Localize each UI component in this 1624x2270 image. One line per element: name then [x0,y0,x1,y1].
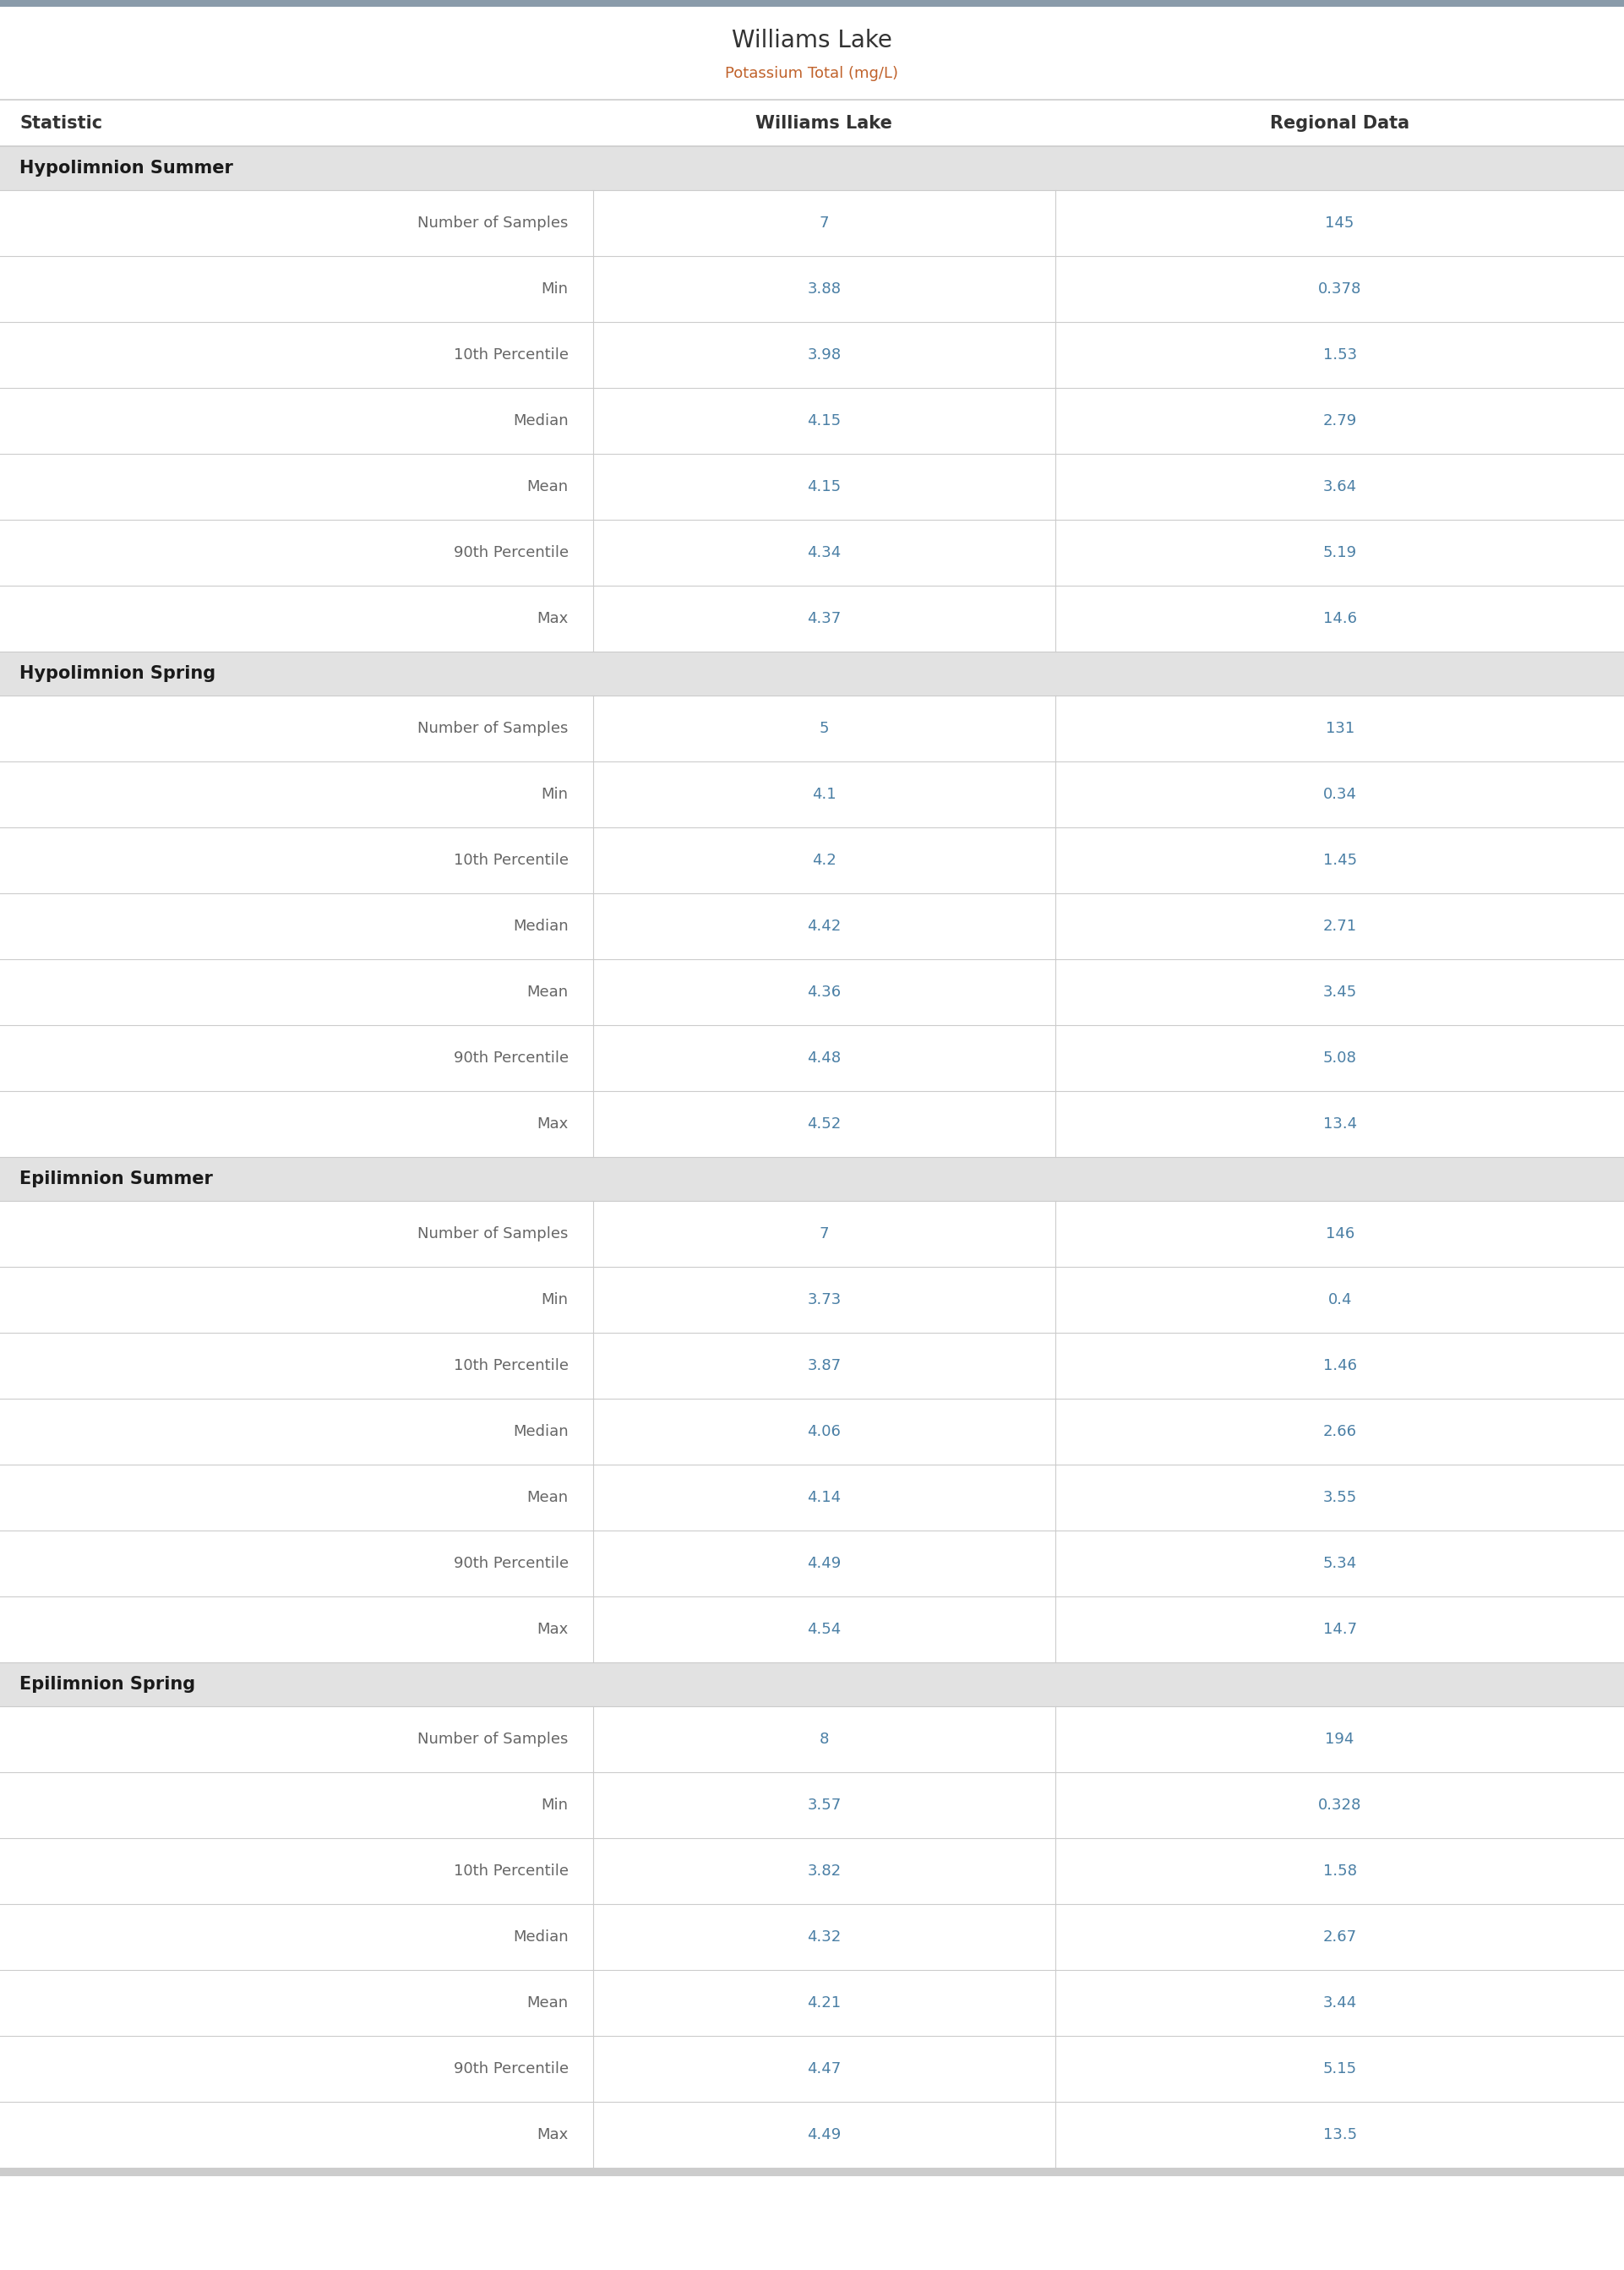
Text: 4.49: 4.49 [807,2127,841,2143]
Text: 3.82: 3.82 [807,1864,841,1880]
Text: Number of Samples: Number of Samples [417,722,568,735]
Bar [0,0,1624,7]
Text: Min: Min [541,1292,568,1308]
Text: 4.42: 4.42 [807,919,841,933]
Bar [0,2168,1624,2177]
Text: 4.14: 4.14 [807,1489,841,1505]
Text: 13.4: 13.4 [1324,1117,1356,1133]
Text: 1.46: 1.46 [1324,1357,1356,1373]
Text: 2.79: 2.79 [1324,413,1356,429]
Text: Median: Median [513,1423,568,1439]
Text: Min: Min [541,788,568,801]
Text: Williams Lake: Williams Lake [732,30,892,52]
Text: Median: Median [513,919,568,933]
Text: Min: Min [541,1798,568,1814]
Text: Hypolimnion Summer: Hypolimnion Summer [19,159,234,177]
Text: 4.2: 4.2 [812,854,836,867]
Text: 4.36: 4.36 [807,985,841,999]
Text: 4.15: 4.15 [807,413,841,429]
Text: 90th Percentile: 90th Percentile [453,1555,568,1571]
Text: Mean: Mean [526,1995,568,2011]
Text: 131: 131 [1325,722,1354,735]
Text: 1.45: 1.45 [1324,854,1356,867]
Bar [0,1158,1624,1201]
Text: Number of Samples: Number of Samples [417,216,568,232]
Text: 145: 145 [1325,216,1354,232]
Text: Median: Median [513,1930,568,1945]
Text: 0.328: 0.328 [1319,1798,1361,1814]
Text: 4.37: 4.37 [807,611,841,627]
Text: 10th Percentile: 10th Percentile [453,1864,568,1880]
Text: 4.15: 4.15 [807,479,841,495]
Text: 0.34: 0.34 [1324,788,1356,801]
Bar [0,145,1624,191]
Text: 10th Percentile: 10th Percentile [453,347,568,363]
Text: Number of Samples: Number of Samples [417,1732,568,1748]
Text: 4.34: 4.34 [807,545,841,561]
Bar [0,1662,1624,1707]
Text: 4.1: 4.1 [812,788,836,801]
Text: Max: Max [538,611,568,627]
Text: Mean: Mean [526,1489,568,1505]
Text: 14.7: 14.7 [1324,1621,1356,1637]
Text: 5.08: 5.08 [1324,1051,1356,1065]
Text: 4.06: 4.06 [807,1423,841,1439]
Text: 3.98: 3.98 [807,347,841,363]
Text: Epilimnion Spring: Epilimnion Spring [19,1675,195,1693]
Text: 5.19: 5.19 [1324,545,1356,561]
Bar [0,651,1624,695]
Text: Mean: Mean [526,985,568,999]
Text: 90th Percentile: 90th Percentile [453,545,568,561]
Text: 10th Percentile: 10th Percentile [453,854,568,867]
Text: 1.53: 1.53 [1324,347,1356,363]
Text: Max: Max [538,1117,568,1133]
Text: 3.55: 3.55 [1324,1489,1356,1505]
Text: 0.378: 0.378 [1319,281,1361,297]
Text: 5.34: 5.34 [1324,1555,1356,1571]
Text: 3.64: 3.64 [1324,479,1356,495]
Text: 90th Percentile: 90th Percentile [453,1051,568,1065]
Text: 4.32: 4.32 [807,1930,841,1945]
Text: 3.87: 3.87 [807,1357,841,1373]
Text: Potassium Total (mg/L): Potassium Total (mg/L) [726,66,898,82]
Text: 5: 5 [820,722,828,735]
Text: Max: Max [538,1621,568,1637]
Text: 0.4: 0.4 [1328,1292,1351,1308]
Text: 7: 7 [820,216,828,232]
Text: 2.66: 2.66 [1324,1423,1356,1439]
Text: Median: Median [513,413,568,429]
Text: Williams Lake: Williams Lake [755,114,893,132]
Text: Mean: Mean [526,479,568,495]
Text: 14.6: 14.6 [1324,611,1356,627]
Text: 2.67: 2.67 [1324,1930,1356,1945]
Text: Statistic: Statistic [19,114,102,132]
Text: 4.48: 4.48 [807,1051,841,1065]
Text: 3.45: 3.45 [1324,985,1356,999]
Text: 194: 194 [1325,1732,1354,1748]
Text: 2.71: 2.71 [1324,919,1356,933]
Text: 8: 8 [820,1732,828,1748]
Text: 3.88: 3.88 [807,281,841,297]
Text: 4.47: 4.47 [807,2061,841,2077]
Text: Hypolimnion Spring: Hypolimnion Spring [19,665,216,681]
Text: 3.73: 3.73 [807,1292,841,1308]
Text: 90th Percentile: 90th Percentile [453,2061,568,2077]
Text: 10th Percentile: 10th Percentile [453,1357,568,1373]
Text: Number of Samples: Number of Samples [417,1226,568,1242]
Text: 146: 146 [1325,1226,1354,1242]
Text: 13.5: 13.5 [1324,2127,1356,2143]
Text: 3.44: 3.44 [1324,1995,1356,2011]
Text: 4.54: 4.54 [807,1621,841,1637]
Text: 4.49: 4.49 [807,1555,841,1571]
Text: 4.21: 4.21 [807,1995,841,2011]
Text: Regional Data: Regional Data [1270,114,1410,132]
Text: Epilimnion Summer: Epilimnion Summer [19,1171,213,1187]
Text: 1.58: 1.58 [1324,1864,1356,1880]
Text: 4.52: 4.52 [807,1117,841,1133]
Text: 5.15: 5.15 [1324,2061,1356,2077]
Text: 3.57: 3.57 [807,1798,841,1814]
Text: Max: Max [538,2127,568,2143]
Text: 7: 7 [820,1226,828,1242]
Text: Min: Min [541,281,568,297]
